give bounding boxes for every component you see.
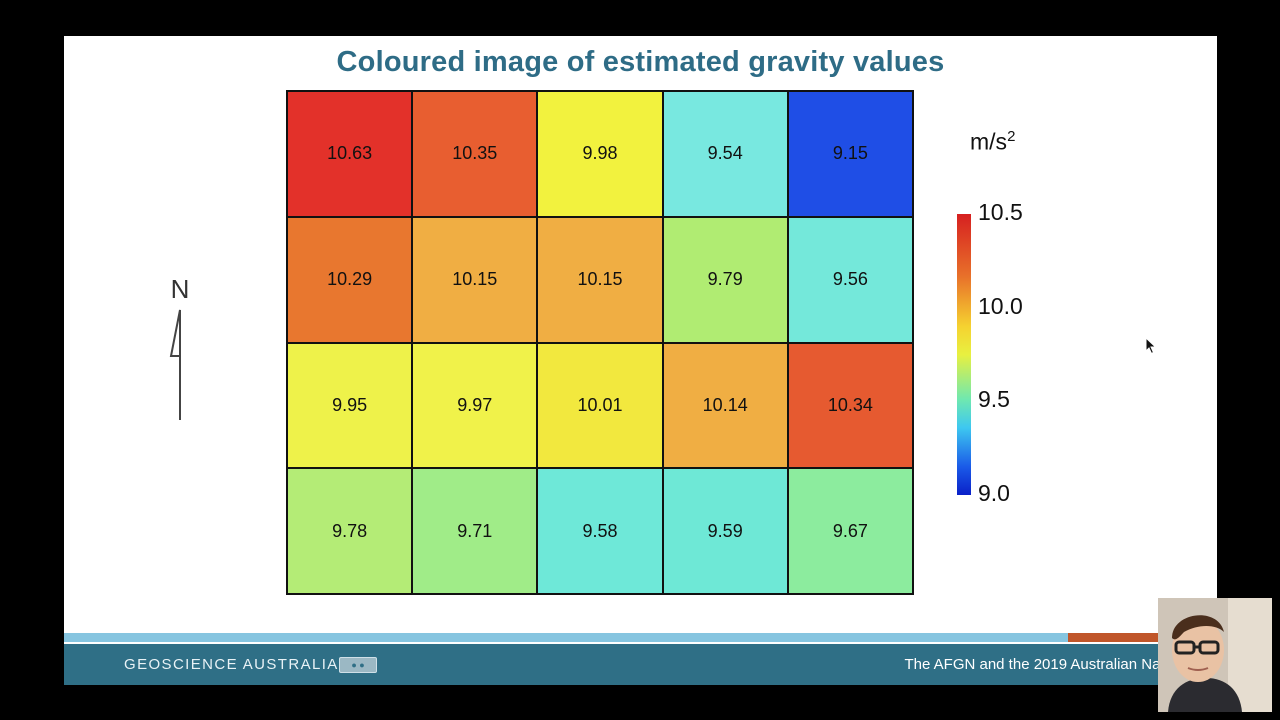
grid-cell: 9.59 (663, 469, 787, 593)
grid-cell: 10.15 (413, 217, 537, 342)
unit-base: m/s (970, 128, 1008, 155)
colorbar-unit: m/s2 (970, 128, 1015, 156)
slide-title: Coloured image of estimated gravity valu… (336, 46, 945, 78)
footer-accent-stripe-orange (1068, 633, 1217, 642)
colorbar-tick: 10.0 (978, 293, 1023, 319)
grid-cell: 10.34 (788, 343, 912, 468)
grid-cell: 10.63 (288, 92, 412, 216)
creative-commons-badge-icon: ● ● (339, 657, 377, 673)
footer-accent-stripe-blue (64, 633, 1068, 642)
presentation-title: The AFGN and the 2019 Australian Nationa… (904, 656, 1217, 673)
grid-cell: 9.79 (663, 217, 787, 342)
grid-cell: 9.71 (413, 469, 537, 593)
unit-exponent: 2 (1007, 128, 1016, 145)
grid-cell: 9.54 (663, 92, 787, 216)
grid-cell: 9.56 (788, 217, 912, 342)
grid-cell: 9.98 (538, 92, 662, 216)
grid-cell: 10.14 (663, 343, 787, 468)
colorbar-tick: 10.5 (978, 199, 1023, 225)
webcam-overlay (1158, 598, 1272, 712)
colorbar-tick: 9.0 (978, 480, 1010, 506)
presentation-slide: Coloured image of estimated gravity valu… (64, 36, 1217, 685)
gravity-grid: 10.63 10.35 9.98 9.54 9.15 10.29 10.15 10.15 9.7… (286, 90, 914, 595)
grid-cell: 10.15 (538, 217, 662, 342)
north-label: N (170, 274, 190, 304)
grid-cell: 9.67 (788, 469, 912, 593)
slide-footer: GEOSCIENCE AUSTRALIA ● ● The AFGN and th… (64, 644, 1217, 685)
presenter-video-icon (1158, 598, 1272, 712)
grid-cell: 10.29 (288, 217, 412, 342)
grid-cell: 10.01 (538, 343, 662, 468)
colorbar-tick: 9.5 (978, 386, 1010, 412)
north-arrow-indicator: N (164, 274, 196, 424)
grid-cell: 9.58 (538, 469, 662, 593)
grid-cell: 10.35 (413, 92, 537, 216)
grid-cell: 9.95 (288, 343, 412, 468)
grid-cell: 9.97 (413, 343, 537, 468)
mouse-pointer-icon (1145, 337, 1157, 355)
colorbar (957, 214, 971, 495)
grid-cell: 9.78 (288, 469, 412, 593)
grid-cell: 9.15 (788, 92, 912, 216)
north-arrow-icon (169, 309, 181, 420)
organization-name: GEOSCIENCE AUSTRALIA (124, 656, 339, 673)
